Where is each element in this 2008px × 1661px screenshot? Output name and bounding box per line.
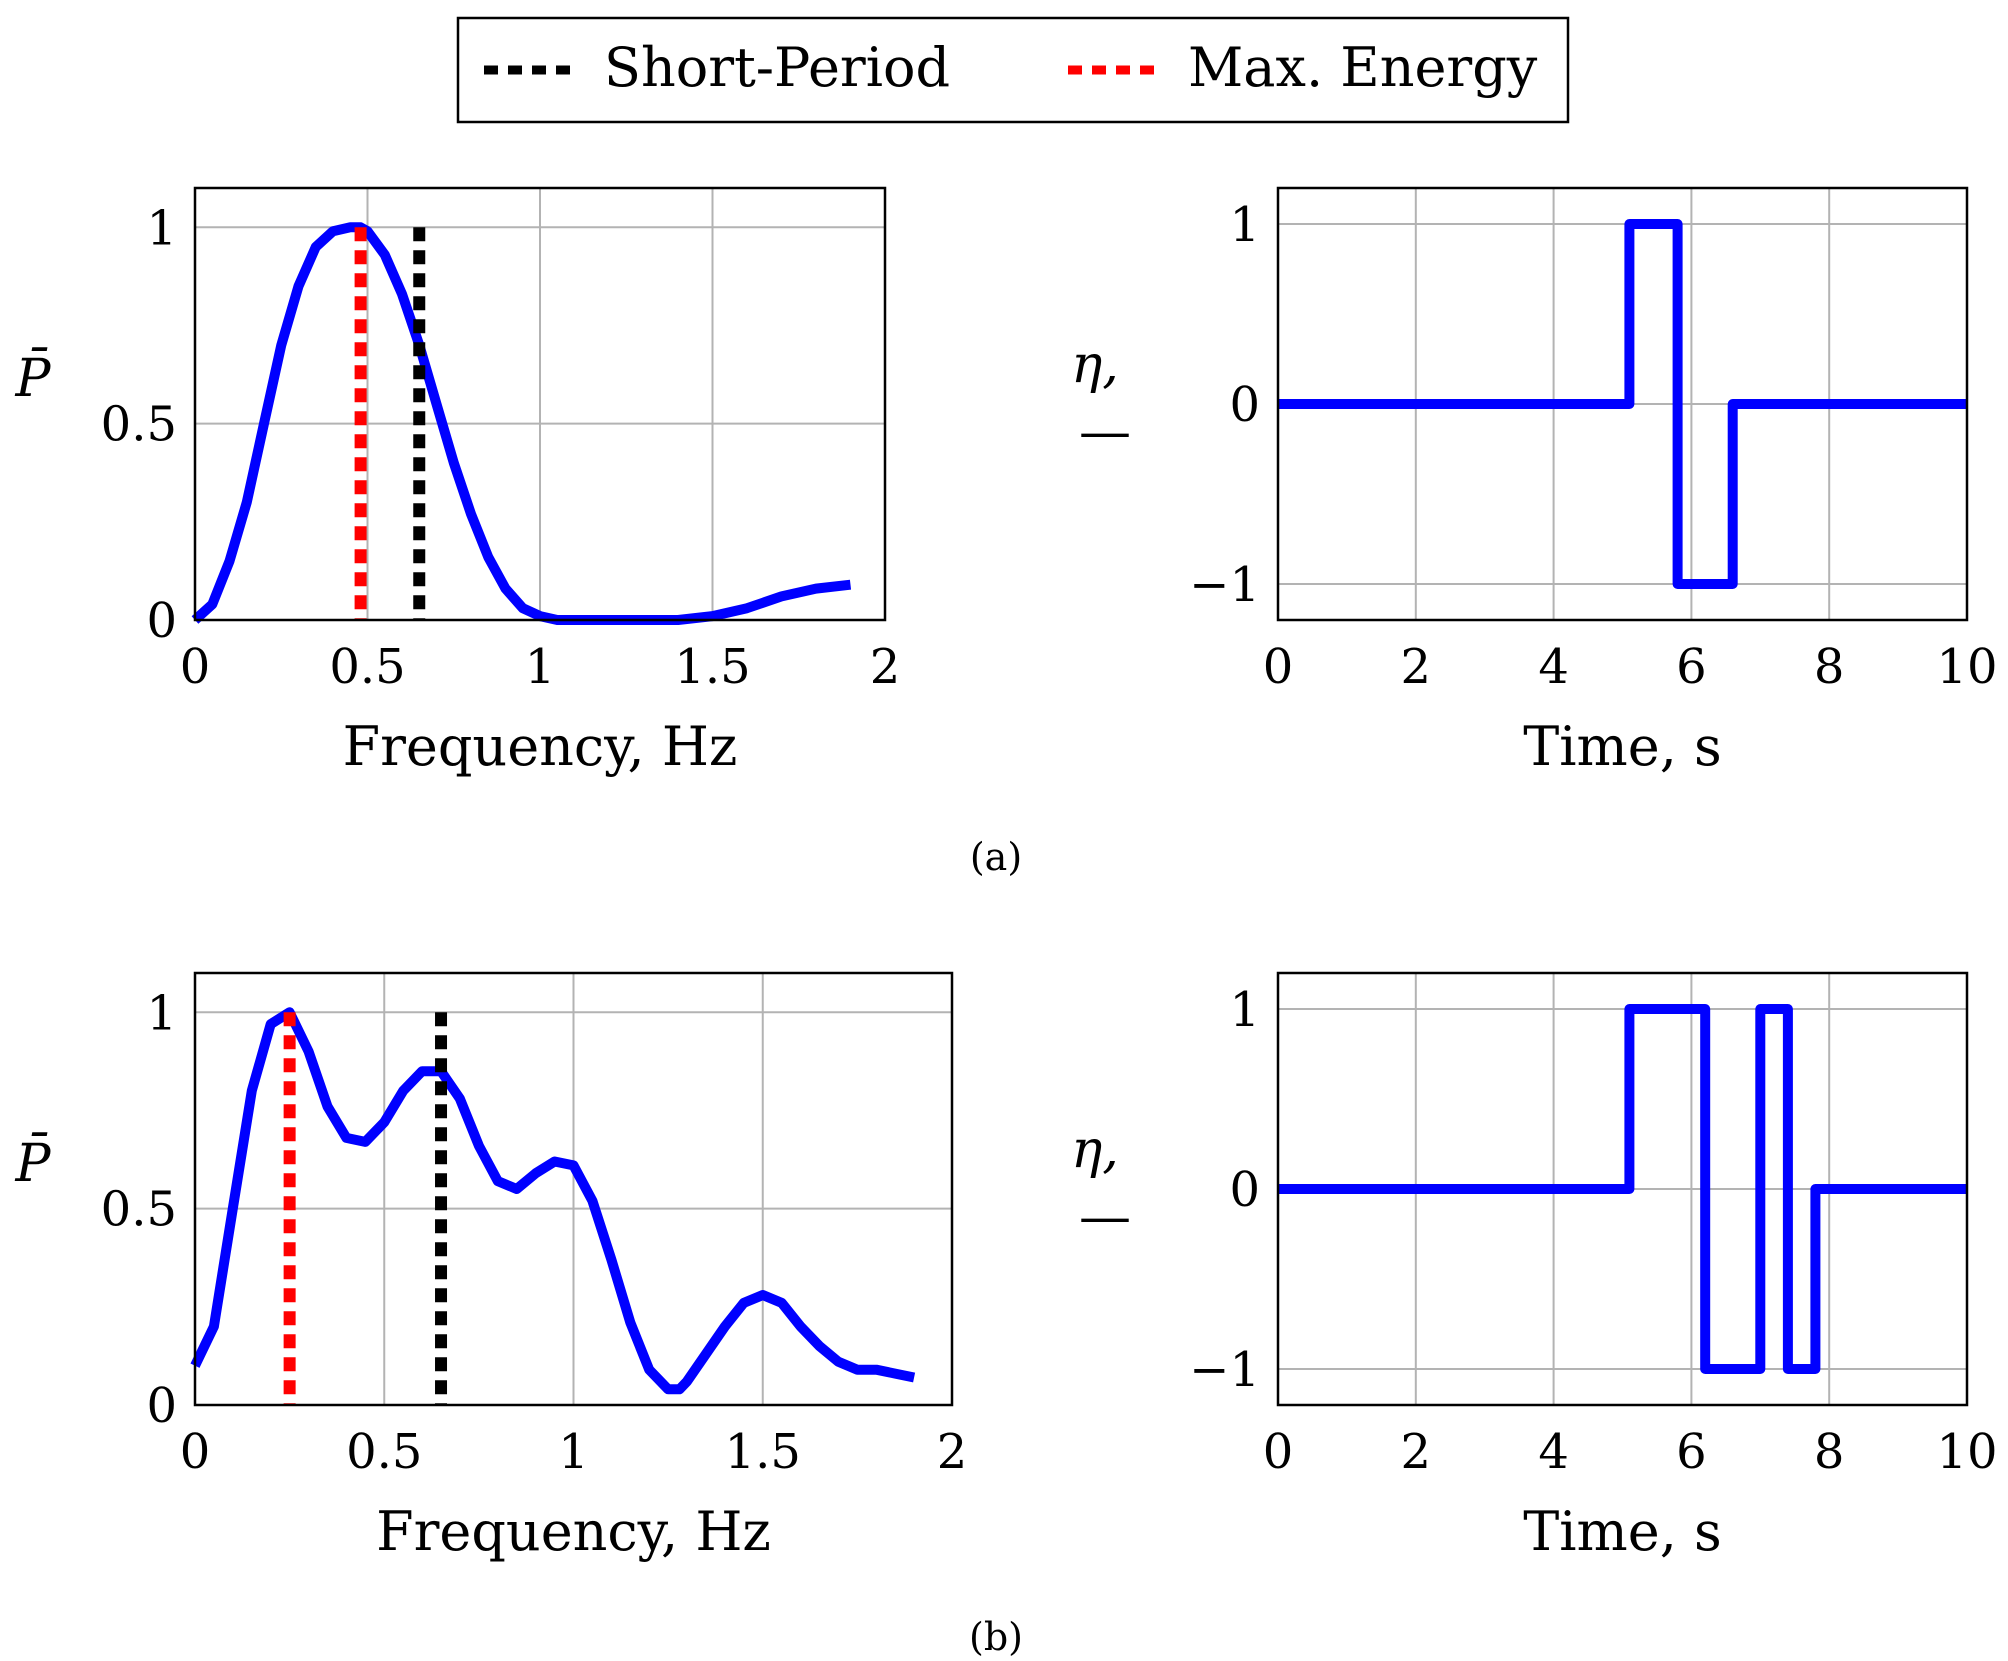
y-tick-label-2: 1 <box>146 985 177 1041</box>
legend-box <box>456 16 1570 124</box>
x-tick-label-5: 10 <box>1936 1424 1997 1480</box>
y-tick-label-2: 1 <box>1229 982 1260 1038</box>
y-axis-label: η, <box>1071 1120 1119 1180</box>
series-line-0 <box>190 1007 916 1395</box>
x-tick-label-2: 4 <box>1538 1424 1569 1480</box>
x-tick-label-1: 2 <box>1401 1424 1432 1480</box>
plot-frame <box>193 186 887 622</box>
y-tick-label-0: −1 <box>1189 557 1260 613</box>
x-axis-label: Time, s <box>1523 715 1722 778</box>
y-tick-label-2: 1 <box>146 200 177 256</box>
y-axis-unit-label: — <box>1079 402 1131 462</box>
legend: Short-Period Max. Energy <box>456 16 1570 124</box>
chart-b-spectrum: 0 0.5 1 1.5 2 0 0.5 1 Frequency, Hz P̄ <box>15 971 968 1563</box>
x-tick-label-0: 0 <box>1263 639 1294 695</box>
y-axis-label: η, <box>1071 335 1119 395</box>
y-tick-label-1: 0 <box>1229 1162 1260 1218</box>
y-axis-unit-label: — <box>1079 1187 1131 1247</box>
x-tick-label-4: 8 <box>1814 639 1845 695</box>
caption-a: (a) <box>970 835 1022 879</box>
x-axis-label: Frequency, Hz <box>343 715 738 778</box>
y-tick-label-2: 1 <box>1229 197 1260 253</box>
x-tick-label-4: 2 <box>937 1424 968 1480</box>
plot-frame <box>1276 971 1969 1407</box>
y-axis-label: P̄ <box>15 348 52 409</box>
x-tick-label-0: 0 <box>1263 1424 1294 1480</box>
y-tick-label-1: 0 <box>1229 377 1260 433</box>
x-tick-label-0: 0 <box>180 1424 211 1480</box>
y-tick-label-1: 0.5 <box>101 397 177 453</box>
plot-frame <box>193 971 954 1407</box>
x-tick-label-0: 0 <box>180 639 211 695</box>
x-tick-label-2: 1 <box>525 639 556 695</box>
x-tick-label-3: 1.5 <box>725 1424 801 1480</box>
plot-frame <box>1276 186 1969 622</box>
chart-a-spectrum: 0 0.5 1 1.5 2 0 0.5 1 Frequency, Hz P̄ <box>15 186 901 778</box>
y-tick-label-0: 0 <box>146 593 177 649</box>
x-axis-label: Frequency, Hz <box>376 1500 771 1563</box>
caption-b: (b) <box>969 1615 1023 1659</box>
y-tick-label-0: −1 <box>1189 1342 1260 1398</box>
x-tick-label-2: 1 <box>558 1424 589 1480</box>
x-tick-label-4: 8 <box>1814 1424 1845 1480</box>
x-tick-label-4: 2 <box>870 639 901 695</box>
y-tick-label-0: 0 <box>146 1378 177 1434</box>
legend-label-short-period: Short-Period <box>604 36 950 99</box>
x-axis-label: Time, s <box>1523 1500 1722 1563</box>
x-tick-label-2: 4 <box>1538 639 1569 695</box>
x-tick-label-1: 0.5 <box>346 1424 422 1480</box>
x-tick-label-3: 6 <box>1676 639 1707 695</box>
y-axis-label: P̄ <box>15 1133 52 1194</box>
x-tick-label-3: 1.5 <box>674 639 750 695</box>
series-line-0 <box>1278 219 1967 589</box>
x-tick-label-1: 0.5 <box>329 639 405 695</box>
series-line-0 <box>1278 1004 1967 1374</box>
y-tick-label-1: 0.5 <box>101 1182 177 1238</box>
x-tick-label-3: 6 <box>1676 1424 1707 1480</box>
x-tick-label-5: 10 <box>1936 639 1997 695</box>
x-tick-label-1: 2 <box>1401 639 1432 695</box>
legend-label-max-energy: Max. Energy <box>1188 36 1538 99</box>
